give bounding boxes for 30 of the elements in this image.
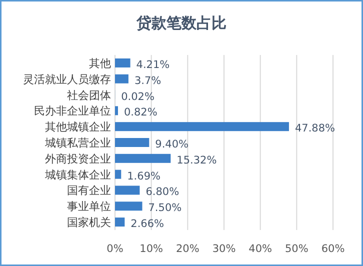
y-tick-label: 民办非企业单位 <box>34 104 111 118</box>
y-tick-label: 其他城镇企业 <box>45 120 111 134</box>
y-tick-label: 社会团体 <box>67 88 111 102</box>
data-label: 1.69% <box>127 170 161 182</box>
y-tick-label: 事业单位 <box>67 200 111 214</box>
y-tick-label: 国有企业 <box>67 184 111 198</box>
y-tick-label: 国家机关 <box>67 216 111 230</box>
y-tick-label: 外商投资企业 <box>45 152 111 166</box>
data-label: 0.02% <box>121 90 154 103</box>
x-tick-label: 20% <box>176 243 200 255</box>
data-label: 2.66% <box>130 218 164 230</box>
data-label: 0.82% <box>124 106 158 119</box>
y-tick-label: 其他 <box>89 56 111 70</box>
x-tick-label: 30% <box>212 243 236 255</box>
data-label: 3.7% <box>134 74 162 87</box>
chart-title: 贷款笔数占比 <box>136 14 226 32</box>
data-label: 4.21% <box>136 58 170 71</box>
data-label: 7.50% <box>148 202 182 214</box>
y-tick-label: 灵活就业人员缴存 <box>23 72 111 86</box>
y-tick-label: 城镇集体企业 <box>44 168 111 182</box>
x-tick-label: 40% <box>248 243 272 255</box>
data-label: 47.88% <box>294 122 336 135</box>
x-tick-label: 50% <box>284 243 308 255</box>
data-label: 6.80% <box>146 186 180 198</box>
x-tick-label: 0% <box>106 243 124 255</box>
data-label: 15.32% <box>176 154 217 166</box>
data-label: 9.40% <box>155 138 189 150</box>
y-tick-label: 城镇私营企业 <box>44 136 111 150</box>
x-tick-label: 10% <box>140 243 164 255</box>
x-tick-label: 60% <box>321 243 345 255</box>
